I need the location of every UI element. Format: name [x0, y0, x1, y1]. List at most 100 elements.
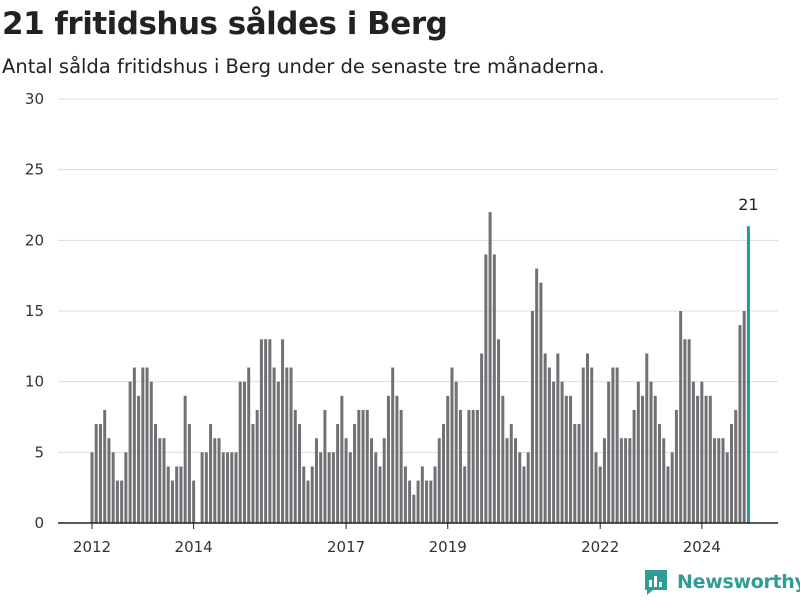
bar	[704, 395, 708, 523]
chart-subtitle: Antal sålda fritidshus i Berg under de s…	[2, 55, 605, 78]
bar	[94, 424, 98, 523]
bar	[590, 367, 594, 523]
bar	[327, 452, 331, 523]
x-tick-label: 2012	[73, 538, 111, 556]
bar	[738, 325, 742, 523]
bar	[721, 438, 725, 523]
bar	[217, 438, 221, 523]
bar	[107, 438, 111, 523]
bar	[560, 381, 564, 523]
x-axis-ticks: 2012 2014 2017 2019 2022 2024	[73, 523, 721, 556]
bar	[272, 367, 276, 523]
bar	[471, 409, 475, 523]
bar	[429, 480, 433, 523]
bar	[480, 353, 484, 523]
x-tick-label: 2022	[581, 538, 619, 556]
y-axis-ticks: 0 5 10 15 20 25 30	[25, 90, 44, 532]
bar	[310, 466, 314, 523]
bar	[497, 339, 501, 523]
bar	[624, 438, 628, 523]
bar	[242, 381, 246, 523]
bar	[437, 438, 441, 523]
bar	[446, 395, 450, 523]
bar	[420, 466, 424, 523]
bar	[564, 395, 568, 523]
bar	[289, 367, 293, 523]
bar	[552, 381, 556, 523]
bar	[666, 466, 670, 523]
bar	[145, 367, 149, 523]
x-tick-label: 2019	[429, 538, 467, 556]
bar	[547, 367, 551, 523]
bar	[645, 353, 649, 523]
newsworthy-logo-icon	[645, 570, 667, 595]
bar	[501, 395, 505, 523]
bar	[577, 424, 581, 523]
bar	[128, 381, 132, 523]
bar	[336, 424, 340, 523]
bar	[361, 409, 365, 523]
bar	[649, 381, 653, 523]
bar	[221, 452, 225, 523]
bar	[90, 452, 94, 523]
bar	[247, 367, 251, 523]
bar	[370, 438, 374, 523]
highlight-data-label: 21	[738, 195, 758, 214]
bar	[586, 353, 589, 523]
bar	[454, 381, 458, 523]
bar	[124, 452, 128, 523]
bar	[403, 466, 407, 523]
x-tick-label: 2017	[327, 538, 365, 556]
bar	[696, 395, 700, 523]
bar	[382, 438, 386, 523]
bar	[395, 395, 399, 523]
bar	[132, 367, 136, 523]
bar	[162, 438, 166, 523]
bar	[535, 268, 539, 523]
bar	[683, 339, 687, 523]
bar	[238, 381, 242, 523]
bar	[268, 339, 272, 523]
bar	[158, 438, 162, 523]
bar	[192, 480, 196, 523]
bar	[653, 395, 657, 523]
bar	[234, 452, 238, 523]
y-tick-label: 30	[25, 90, 44, 108]
bar	[374, 452, 378, 523]
bar	[149, 381, 153, 523]
bar	[581, 367, 585, 523]
bar	[179, 466, 183, 523]
bar	[450, 367, 454, 523]
bar	[556, 353, 560, 523]
bar	[399, 409, 403, 523]
bar	[137, 395, 141, 523]
bar	[509, 424, 513, 523]
bar	[340, 395, 344, 523]
bar	[264, 339, 268, 523]
bar	[488, 212, 492, 523]
bar	[276, 381, 280, 523]
bar	[505, 438, 509, 523]
bar	[492, 254, 496, 523]
bar	[209, 424, 213, 523]
grid-lines	[58, 98, 778, 453]
bar	[713, 438, 717, 523]
bar	[442, 424, 446, 523]
newsworthy-brand: Newsworthy	[643, 568, 800, 596]
bar	[530, 311, 534, 523]
bar	[518, 452, 522, 523]
bar	[319, 452, 323, 523]
bar	[348, 452, 352, 523]
bar	[700, 381, 704, 523]
bar	[285, 367, 289, 523]
bar	[344, 438, 348, 523]
bar	[353, 424, 357, 523]
bar	[226, 452, 230, 523]
y-tick-label: 10	[25, 373, 44, 391]
bar	[331, 452, 335, 523]
bar	[154, 424, 158, 523]
bar	[255, 409, 259, 523]
bar	[425, 480, 429, 523]
bar	[734, 409, 738, 523]
bar	[293, 409, 297, 523]
